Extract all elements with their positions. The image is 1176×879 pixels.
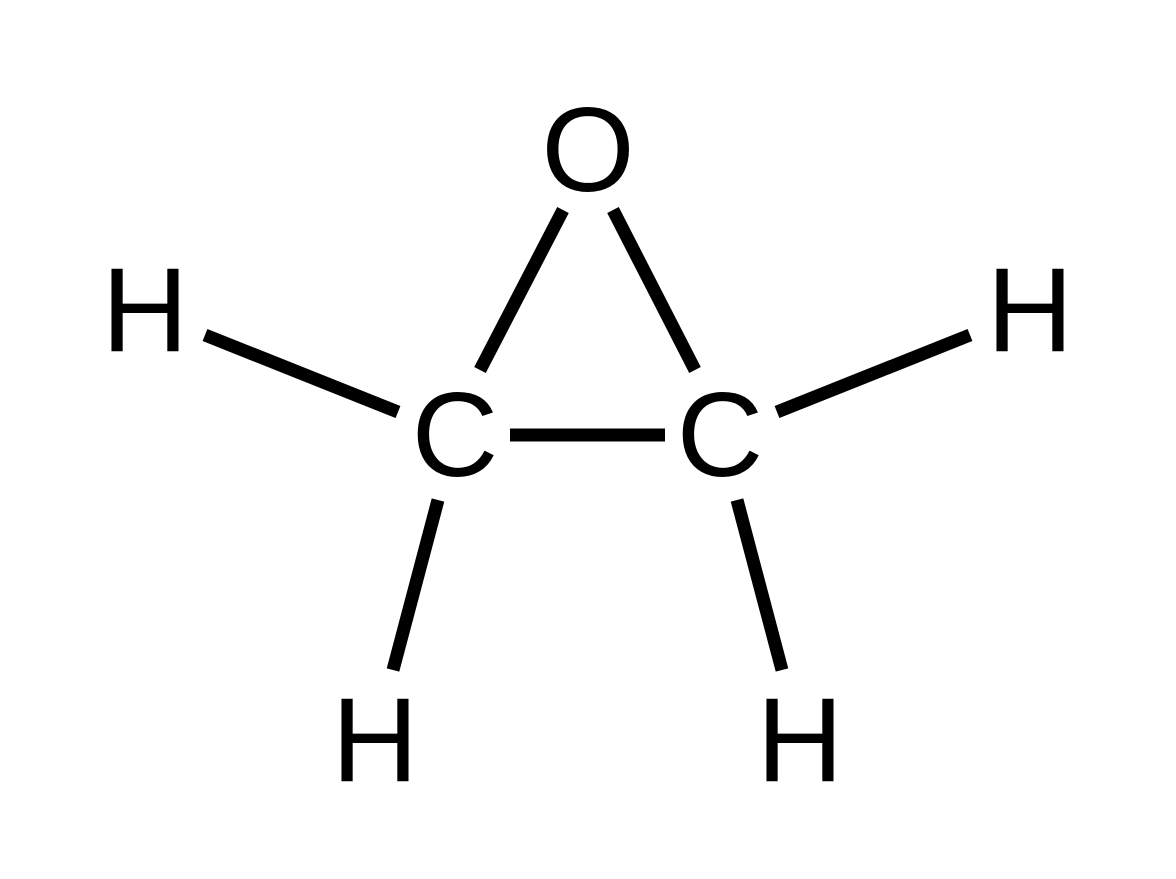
bonds-group [205, 210, 970, 670]
bond-C2-H4 [737, 500, 782, 670]
atom-label-H3: H [332, 673, 419, 807]
atom-label-H1: H [102, 243, 189, 377]
bond-C2-H2 [777, 335, 970, 412]
atom-label-C1: C [412, 368, 499, 502]
atom-label-H2: H [987, 243, 1074, 377]
bond-C1-H1 [205, 335, 398, 412]
atom-label-H4: H [757, 673, 844, 807]
atom-label-O: O [541, 83, 634, 217]
atom-label-C2: C [677, 368, 764, 502]
molecule-diagram: O C C H H H H [0, 0, 1176, 879]
bond-O-C2 [613, 210, 695, 370]
bond-O-C1 [480, 210, 563, 370]
atoms-group: O C C H H H H [102, 83, 1074, 807]
bond-C1-H3 [393, 500, 438, 670]
